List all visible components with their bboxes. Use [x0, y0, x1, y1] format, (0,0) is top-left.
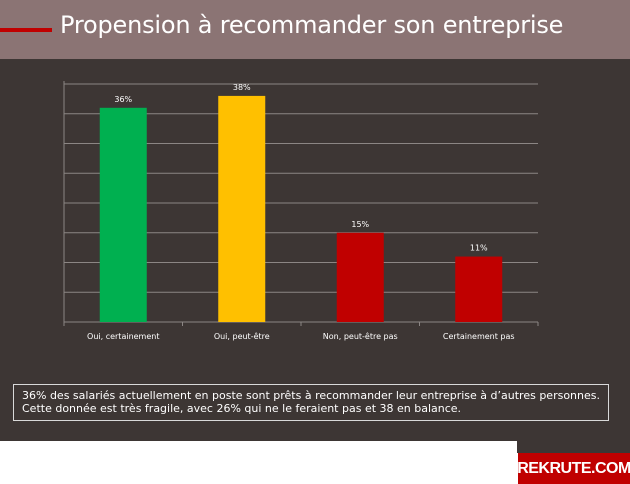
- data-label: 11%: [470, 244, 488, 253]
- header-bar: Propension à recommander son entreprise: [0, 0, 630, 59]
- page-title: Propension à recommander son entreprise: [60, 11, 564, 39]
- bar: [99, 107, 147, 322]
- logo-text: REKRUTE.COM: [517, 459, 630, 477]
- chart-panel: 36% Oui, certainement 38% Oui, peut-être 15%…: [0, 59, 630, 441]
- x-tick-label: Oui, peut-être: [214, 331, 270, 341]
- bar: [455, 256, 503, 322]
- header-accent-line: [0, 28, 52, 32]
- footer-strip: [517, 441, 630, 453]
- x-tick-label: Non, peut-être pas: [323, 331, 398, 341]
- x-tick-label: Oui, certainement: [87, 332, 159, 341]
- caption-box: 36% des salariés actuellement en poste s…: [13, 384, 609, 421]
- data-label: 36%: [114, 95, 132, 104]
- bar: [218, 95, 266, 323]
- x-tick-label: Certainement pas: [443, 332, 515, 341]
- bar-chart: 36% Oui, certainement 38% Oui, peut-être 15%…: [63, 81, 539, 341]
- data-label: 38%: [233, 83, 251, 92]
- data-label: 15%: [351, 220, 369, 229]
- rekrute-logo: REKRUTE.COM: [517, 453, 630, 484]
- bar: [336, 232, 384, 322]
